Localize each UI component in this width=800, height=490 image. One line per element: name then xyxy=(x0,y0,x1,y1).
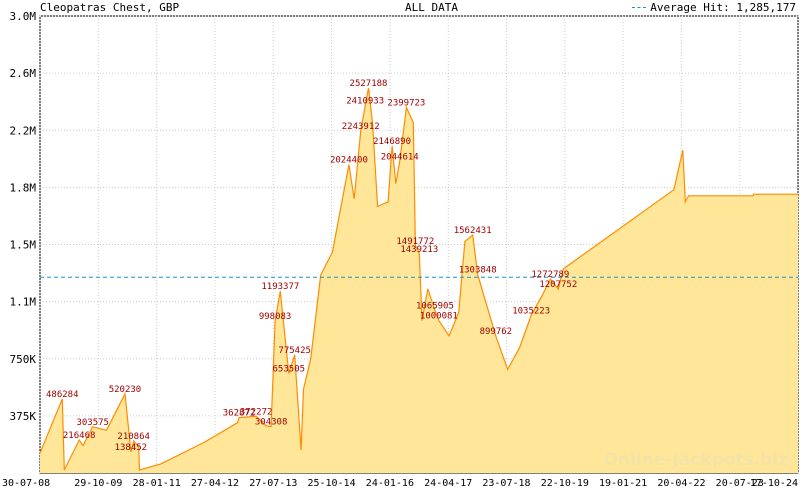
data-label: 1491772 xyxy=(396,237,434,247)
data-label: 303575 xyxy=(76,418,109,428)
data-label: 2410933 xyxy=(346,97,384,107)
x-tick-label: 17-10-24 xyxy=(750,478,798,489)
data-label: 2399723 xyxy=(387,98,425,108)
data-label: 138452 xyxy=(115,443,148,453)
y-tick-label: 2.2M xyxy=(10,124,37,137)
data-label: 216468 xyxy=(63,431,96,441)
data-label: 304308 xyxy=(255,418,288,428)
legend-label: Average Hit: 1,285,177 xyxy=(650,1,796,14)
y-tick-label: 1.8M xyxy=(10,181,37,194)
data-label: 2044614 xyxy=(381,153,419,163)
x-tick-label: 20-04-22 xyxy=(657,478,705,489)
data-label: 372272 xyxy=(240,407,273,417)
x-tick-label: 30-07-08 xyxy=(2,478,50,489)
watermark: Online-Jackpots.biz xyxy=(603,450,788,470)
x-tick-label: 27-04-12 xyxy=(191,478,239,489)
data-label: 899762 xyxy=(480,327,513,337)
chart-subtitle: ALL DATA xyxy=(405,1,458,14)
y-tick-label: 375K xyxy=(10,410,37,423)
data-label: 2024400 xyxy=(330,156,368,166)
y-tick-label: 750K xyxy=(10,353,37,366)
y-tick-label: 2.6M xyxy=(10,67,37,80)
data-label: 2146890 xyxy=(373,137,411,147)
legend: Average Hit: 1,285,177 xyxy=(632,1,796,14)
data-label: 520230 xyxy=(109,385,142,395)
x-tick-label: 24-04-17 xyxy=(424,478,472,489)
data-label: 998083 xyxy=(259,312,292,322)
data-label: 1035223 xyxy=(512,306,550,316)
jackpot-area xyxy=(39,87,798,473)
x-tick-label: 19-01-21 xyxy=(599,478,647,489)
axes: 3.0M 2.6M 2.2M 1.8M 1.5M 1.1M 750K 375K 30-07-08… xyxy=(2,10,798,489)
data-label: 1272789 xyxy=(531,270,569,280)
data-label: 653505 xyxy=(273,364,306,374)
data-label: 1193377 xyxy=(261,282,299,292)
x-tick-label: 24-01-16 xyxy=(366,478,414,489)
x-tick-label: 28-01-11 xyxy=(133,478,181,489)
data-label: 1303848 xyxy=(459,265,497,275)
data-label: 1065905 xyxy=(416,302,454,312)
x-tick-label: 29-10-09 xyxy=(74,478,122,489)
data-label: 1439213 xyxy=(400,245,438,255)
x-tick-label: 20-07-23 xyxy=(716,478,764,489)
x-tick-label: 27-07-13 xyxy=(249,478,297,489)
data-label: 1562431 xyxy=(454,226,492,236)
chart-title: Cleopatras Chest, GBP xyxy=(40,1,180,14)
x-tick-label: 25-10-14 xyxy=(307,478,355,489)
y-tick-label: 3.0M xyxy=(10,10,37,23)
x-tick-label: 22-10-19 xyxy=(541,478,589,489)
data-label: 210864 xyxy=(117,432,150,442)
x-tick-label: 23-07-18 xyxy=(482,478,530,489)
legend-dash-icon xyxy=(632,7,647,8)
data-label: 2527188 xyxy=(350,79,388,89)
data-label: 1000081 xyxy=(420,312,458,322)
y-tick-label: 1.1M xyxy=(10,296,37,309)
data-label: 362872 xyxy=(223,409,256,419)
jackpot-area-fill xyxy=(40,88,798,473)
data-label: 1207752 xyxy=(539,280,577,290)
data-label: 775425 xyxy=(278,346,311,356)
jackpot-line xyxy=(39,87,798,471)
data-label: 486284 xyxy=(46,390,79,400)
data-label: 2243912 xyxy=(342,122,380,132)
y-tick-label: 1.5M xyxy=(10,239,37,252)
